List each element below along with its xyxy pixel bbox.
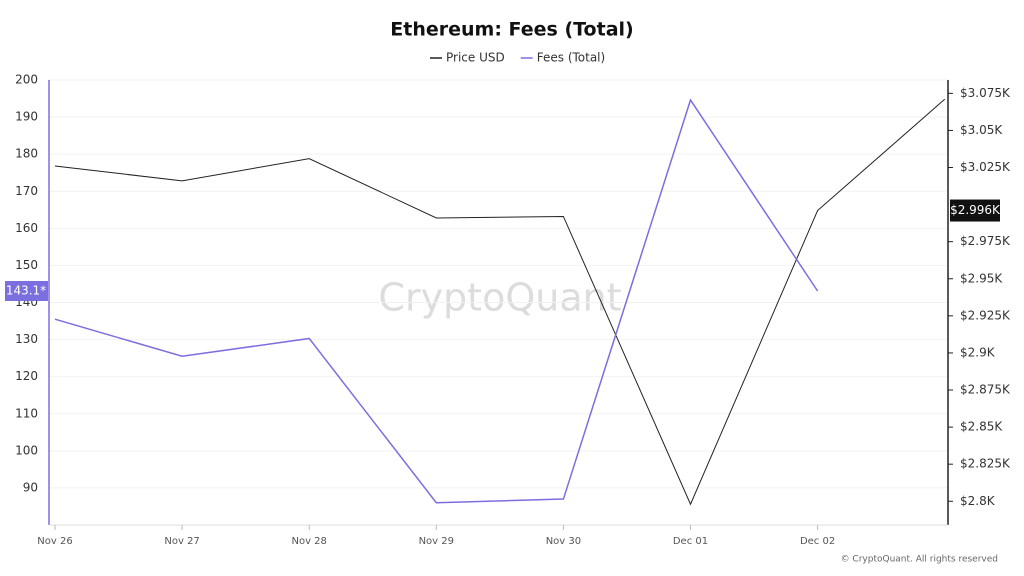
y2-tick-label: $3.075K bbox=[960, 86, 1011, 100]
y2-tick-label: $2.85K bbox=[960, 420, 1003, 434]
y2-tick-label: $2.9K bbox=[960, 345, 996, 359]
value-label: $2.996K bbox=[950, 203, 1001, 217]
chart-title: Ethereum: Fees (Total) bbox=[390, 19, 633, 41]
y-tick-label: 160 bbox=[15, 221, 38, 235]
y2-tick-label: $2.8K bbox=[960, 494, 996, 508]
value-label-box: 143.1* bbox=[5, 281, 48, 302]
legend-label: Fees (Total) bbox=[537, 51, 605, 65]
x-tick-label: Nov 26 bbox=[37, 536, 72, 547]
value-label: 143.1* bbox=[6, 284, 46, 298]
x-tick-label: Dec 01 bbox=[673, 536, 708, 547]
value-label-bg bbox=[5, 281, 48, 302]
value-label-bg bbox=[950, 199, 1000, 222]
y-tick-label: 130 bbox=[15, 332, 38, 346]
y-tick-label: 100 bbox=[15, 443, 38, 457]
y-tick-label: 190 bbox=[15, 110, 38, 124]
y2-tick-label: $3.025K bbox=[960, 160, 1011, 174]
y-tick-label: 110 bbox=[15, 406, 38, 420]
y-tick-label: 90 bbox=[23, 480, 38, 494]
y-tick-label: 200 bbox=[15, 73, 38, 87]
y-tick-label: 150 bbox=[15, 258, 38, 272]
x-tick-label: Nov 28 bbox=[291, 536, 326, 547]
legend-label: Price USD bbox=[446, 51, 505, 65]
y2-tick-label: $2.95K bbox=[960, 271, 1003, 285]
value-label-box: $2.996K bbox=[950, 199, 1001, 222]
x-tick-label: Dec 02 bbox=[800, 536, 835, 547]
series-line bbox=[54, 98, 819, 504]
watermark: CryptoQuant bbox=[378, 276, 621, 320]
x-tick-label: Nov 30 bbox=[546, 536, 581, 547]
y2-tick-label: $2.825K bbox=[960, 457, 1011, 471]
y-tick-label: 120 bbox=[15, 369, 38, 383]
y2-tick-label: $2.975K bbox=[960, 234, 1011, 248]
credit: © CryptoQuant. All rights reserved bbox=[841, 555, 998, 565]
y-tick-label: 170 bbox=[15, 184, 38, 198]
y2-tick-label: $2.925K bbox=[960, 308, 1011, 322]
y2-tick-label: $3.05K bbox=[960, 123, 1003, 137]
x-tick-label: Nov 29 bbox=[419, 536, 454, 547]
y-tick-label: 180 bbox=[15, 147, 38, 161]
y2-tick-label: $2.875K bbox=[960, 383, 1011, 397]
x-tick-label: Nov 27 bbox=[164, 536, 199, 547]
